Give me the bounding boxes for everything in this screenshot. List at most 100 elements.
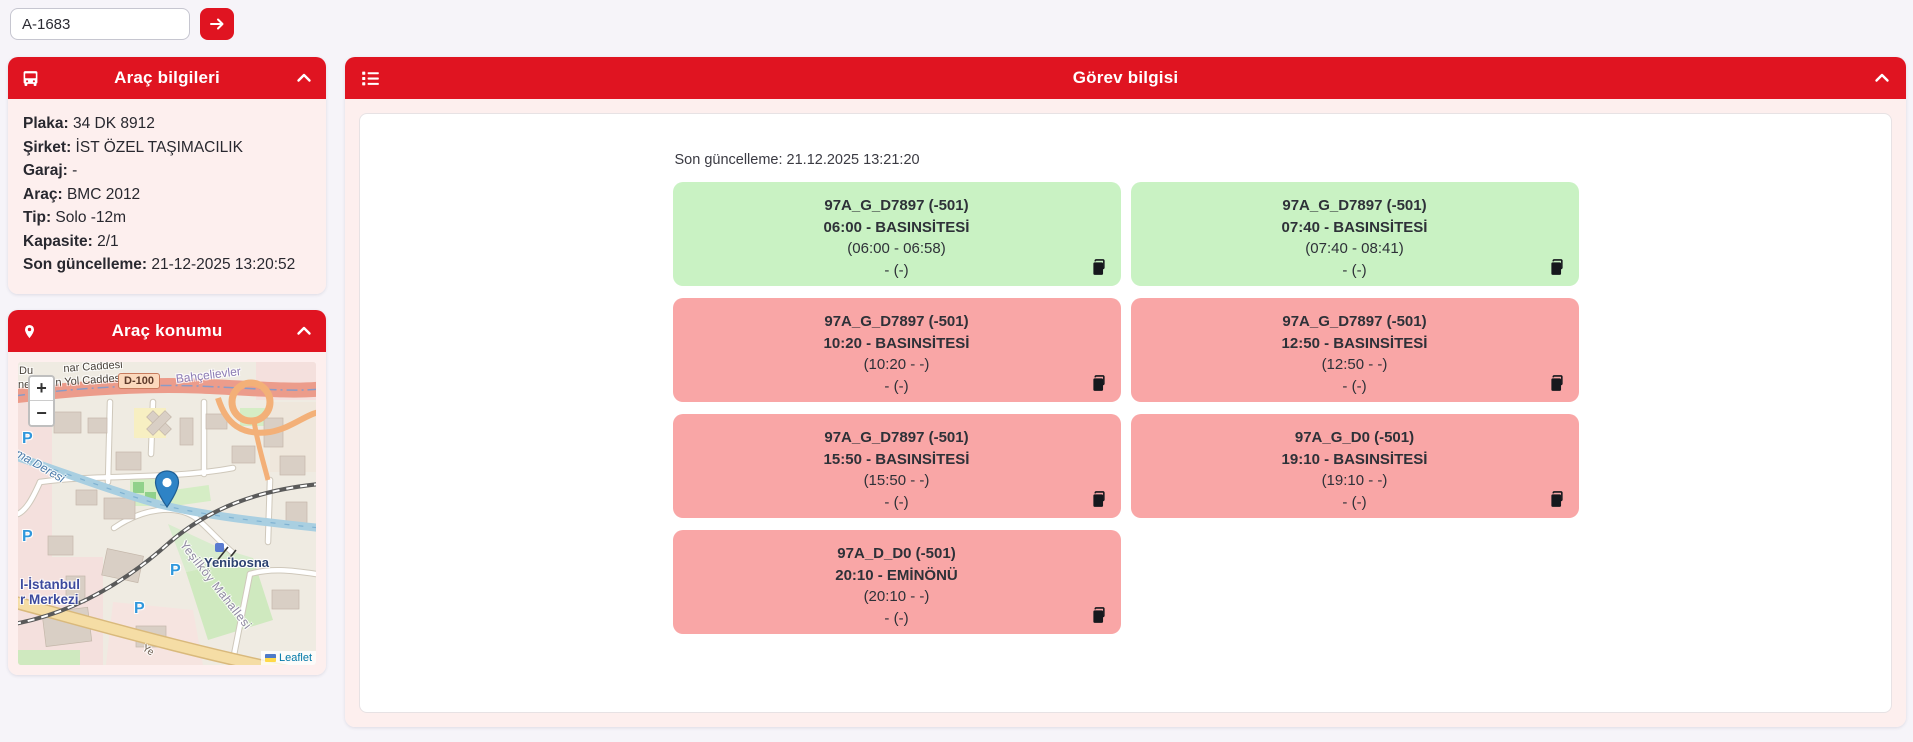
task-info-header: Görev bilgisi xyxy=(345,57,1906,99)
vehicle-location-collapse-button[interactable] xyxy=(296,323,312,339)
task-card-line: 06:00 - BASINSİTESİ xyxy=(823,218,970,236)
task-card-line: 97A_G_D7897 (-501) xyxy=(824,197,969,214)
task-card-line: 97A_G_D0 (-501) xyxy=(1294,429,1415,446)
leaflet-attribution-link[interactable]: Leaflet xyxy=(278,652,312,664)
task-card-line: (15:50 - -) xyxy=(863,472,930,489)
map-road-label: ne xyxy=(18,379,31,391)
search-input[interactable] xyxy=(10,8,190,40)
task-card-line: 97A_G_D7897 (-501) xyxy=(1282,197,1427,214)
task-card[interactable]: 97A_G_D7897 (-501) 06:00 - BASINSİTESİ (06… xyxy=(672,182,1121,286)
task-card-line: - (-) xyxy=(884,261,909,279)
task-card-line: - (-) xyxy=(884,609,909,627)
vehicle-info-panel: Araç bilgileri Plaka: 34 DK 8912 Şirket: … xyxy=(8,57,326,294)
task-card-line: - (-) xyxy=(1342,377,1367,395)
vehicle-info-header: Araç bilgileri xyxy=(8,57,326,99)
task-last-update: Son güncelleme: 21.12.2025 13:21:20 xyxy=(674,152,920,168)
bus-icon xyxy=(22,70,39,87)
task-card-line: (12:50 - -) xyxy=(1321,356,1388,373)
copy-task-button[interactable] xyxy=(1548,374,1566,392)
list-icon xyxy=(361,69,380,88)
vehicle-info-title: Araç bilgileri xyxy=(114,68,220,87)
zoom-in-button[interactable]: + xyxy=(30,377,53,401)
copy-icon xyxy=(1550,259,1563,275)
map-attribution: Leaflet xyxy=(260,651,316,665)
leaflet-map[interactable]: Du nar Caddesi ne n Yol Caddesi D-100 Ba… xyxy=(18,362,316,665)
leaflet-flag-icon xyxy=(264,654,276,662)
copy-task-button[interactable] xyxy=(1090,606,1108,624)
copy-task-button[interactable] xyxy=(1548,490,1566,508)
vehicle-location-header: Araç konumu xyxy=(8,310,326,352)
vehicle-field: Araç: BMC 2012 xyxy=(23,185,141,203)
task-card-line: 10:20 - BASINSİTESİ xyxy=(823,334,970,352)
task-card-line: 19:10 - BASINSİTESİ xyxy=(1281,450,1428,468)
task-info-title: Görev bilgisi xyxy=(1072,68,1179,87)
task-card-line: - (-) xyxy=(1342,493,1367,511)
vehicle-search-bar xyxy=(10,8,234,40)
copy-icon xyxy=(1092,491,1105,507)
task-card-line: (06:00 - 06:58) xyxy=(847,240,946,257)
task-card-line: 97A_G_D7897 (-501) xyxy=(824,313,969,330)
vehicle-field: Plaka: 34 DK 8912 xyxy=(23,115,155,132)
parking-icon: P xyxy=(22,528,33,545)
task-list-menu-button[interactable] xyxy=(361,69,380,88)
task-card[interactable]: 97A_G_D7897 (-501) 10:20 - BASINSİTESİ (10… xyxy=(672,298,1121,402)
task-card-line: 07:40 - BASINSİTESİ xyxy=(1281,218,1428,236)
vehicle-field: Son güncelleme: 21-12-2025 13:20:52 xyxy=(23,256,296,273)
copy-icon xyxy=(1550,375,1563,391)
task-card[interactable]: 97A_G_D7897 (-501) 12:50 - BASINSİTESİ (12… xyxy=(1130,298,1579,402)
vehicle-field: Garaj: - xyxy=(23,162,78,179)
search-submit-button[interactable] xyxy=(200,8,234,40)
task-grid: 97A_G_D7897 (-501) 06:00 - BASINSİTESİ (06… xyxy=(672,182,1579,634)
task-card-line: 97A_G_D7897 (-501) xyxy=(824,429,969,446)
task-card-line: 97A_D_D0 (-501) xyxy=(837,545,956,562)
task-card[interactable]: 97A_G_D0 (-501) 19:10 - BASINSİTESİ (19:10… xyxy=(1130,414,1579,518)
task-card-line: - (-) xyxy=(884,377,909,395)
map-poi-label: l-İstanbul xyxy=(20,577,80,592)
station-icon xyxy=(215,543,224,552)
task-card[interactable]: 97A_D_D0 (-501) 20:10 - EMİNÖNÜ (20:10 - -… xyxy=(672,530,1121,634)
map-zoom-control: + − xyxy=(28,375,55,427)
copy-icon xyxy=(1092,375,1105,391)
vehicle-location-title: Araç konumu xyxy=(111,321,223,340)
parking-icon: P xyxy=(170,562,181,579)
vehicle-info-collapse-button[interactable] xyxy=(296,70,312,86)
task-info-panel: Görev bilgisi Son güncelleme: 21.12.2025… xyxy=(345,57,1906,727)
task-card-line: (20:10 - -) xyxy=(863,588,930,605)
map-poi-label: r Merkezi xyxy=(20,592,79,607)
task-card-line: - (-) xyxy=(1342,261,1367,279)
map-tiles xyxy=(18,362,316,665)
vehicle-location-panel: Araç konumu xyxy=(8,310,326,675)
task-card-line: 20:10 - EMİNÖNÜ xyxy=(835,566,958,584)
chevron-up-icon xyxy=(1874,70,1890,86)
arrow-right-icon xyxy=(209,16,225,32)
task-card-line: 97A_G_D7897 (-501) xyxy=(1282,313,1427,330)
copy-task-button[interactable] xyxy=(1090,490,1108,508)
copy-task-button[interactable] xyxy=(1090,374,1108,392)
task-card-line: (19:10 - -) xyxy=(1321,472,1388,489)
vehicle-field: Şirket: İST ÖZEL TAŞIMACILIK xyxy=(23,138,243,156)
task-card-line: (10:20 - -) xyxy=(863,356,930,373)
copy-icon xyxy=(1092,259,1105,275)
task-card-line: 12:50 - BASINSİTESİ xyxy=(1281,334,1428,352)
task-card-container: Son güncelleme: 21.12.2025 13:21:20 97A_… xyxy=(359,113,1892,713)
vehicle-field: Kapasite: 2/1 xyxy=(23,232,119,250)
task-card[interactable]: 97A_G_D7897 (-501) 15:50 - BASINSİTESİ (15… xyxy=(672,414,1121,518)
task-card[interactable]: 97A_G_D7897 (-501) 07:40 - BASINSİTESİ (07… xyxy=(1130,182,1579,286)
vehicle-info-list: Plaka: 34 DK 8912 Şirket: İST ÖZEL TAŞIMA… xyxy=(8,99,326,294)
task-info-collapse-button[interactable] xyxy=(1874,70,1890,86)
zoom-out-button[interactable]: − xyxy=(30,401,53,425)
task-card-line: (07:40 - 08:41) xyxy=(1305,240,1404,257)
copy-icon xyxy=(1550,491,1563,507)
map-station-label: Yenibosna xyxy=(204,555,270,570)
map-road-shield: D-100 xyxy=(118,373,160,389)
task-card-line: 15:50 - BASINSİTESİ xyxy=(823,450,970,468)
task-card-line: - (-) xyxy=(884,493,909,511)
copy-task-button[interactable] xyxy=(1548,258,1566,276)
chevron-up-icon xyxy=(296,323,312,339)
copy-task-button[interactable] xyxy=(1090,258,1108,276)
map-road-label: Du xyxy=(19,365,34,377)
copy-icon xyxy=(1092,607,1105,623)
vehicle-marker-icon[interactable] xyxy=(154,470,180,513)
parking-icon: P xyxy=(134,600,145,617)
parking-icon: P xyxy=(22,430,33,447)
